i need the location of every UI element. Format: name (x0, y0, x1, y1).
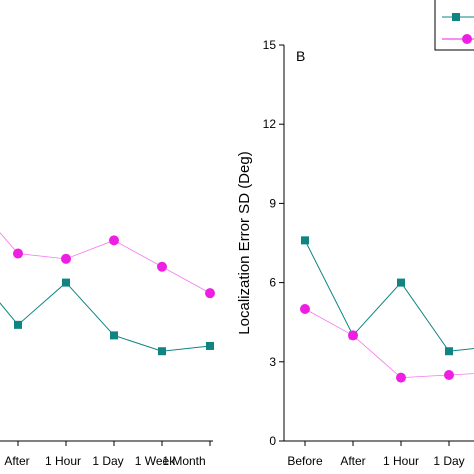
data-point-circle (205, 288, 215, 299)
data-point-circle (348, 330, 358, 341)
data-point-circle (300, 304, 310, 314)
x-tick-label: After (4, 454, 29, 468)
x-tick-label: 1 Hour (383, 454, 419, 468)
data-point-circle (444, 370, 454, 380)
y-tick-label: 0 (269, 434, 276, 448)
data-point-circle (61, 253, 71, 264)
y-tick-label: 3 (269, 355, 276, 369)
y-tick-label: 6 (269, 276, 276, 290)
data-point-square (445, 347, 453, 356)
data-point-square (397, 278, 405, 287)
series-line-circle (0, 232, 211, 294)
legend-marker-circle (462, 34, 472, 44)
x-tick-label: 1 Month (162, 454, 205, 468)
panel-b-chart: 0 3 6 9 12 15 Before After 1 Hour 1 Day B Localizat… (236, 38, 474, 468)
series-line-square (0, 281, 211, 352)
series-line-square (304, 240, 474, 352)
x-tick-label: After (340, 454, 365, 468)
data-point-square (158, 347, 166, 356)
x-tick-label: 1 Week (135, 454, 176, 468)
panel-letter: B (296, 48, 305, 64)
y-tick-label: 15 (263, 38, 277, 52)
data-point-square (62, 278, 70, 287)
y-tick-label: 12 (263, 117, 277, 131)
y-tick-label: 9 (269, 196, 276, 210)
data-point-circle (109, 235, 119, 246)
x-tick-label: 1 Day (92, 454, 123, 468)
data-point-circle (396, 372, 406, 383)
data-point-square (206, 341, 214, 350)
x-tick-label: 1 Day (433, 454, 464, 468)
data-point-circle (13, 248, 23, 259)
data-point-square (110, 331, 118, 340)
data-point-circle (157, 261, 167, 272)
series-line-circle (304, 308, 474, 379)
x-tick-label: 1 Hour (45, 454, 81, 468)
data-point-square (301, 236, 309, 245)
x-tick-label: Before (287, 454, 323, 468)
legend-marker-square (452, 13, 460, 21)
y-axis-title: Localization Error SD (Deg) (236, 151, 253, 334)
legend (434, 0, 474, 51)
data-point-square (14, 320, 22, 329)
